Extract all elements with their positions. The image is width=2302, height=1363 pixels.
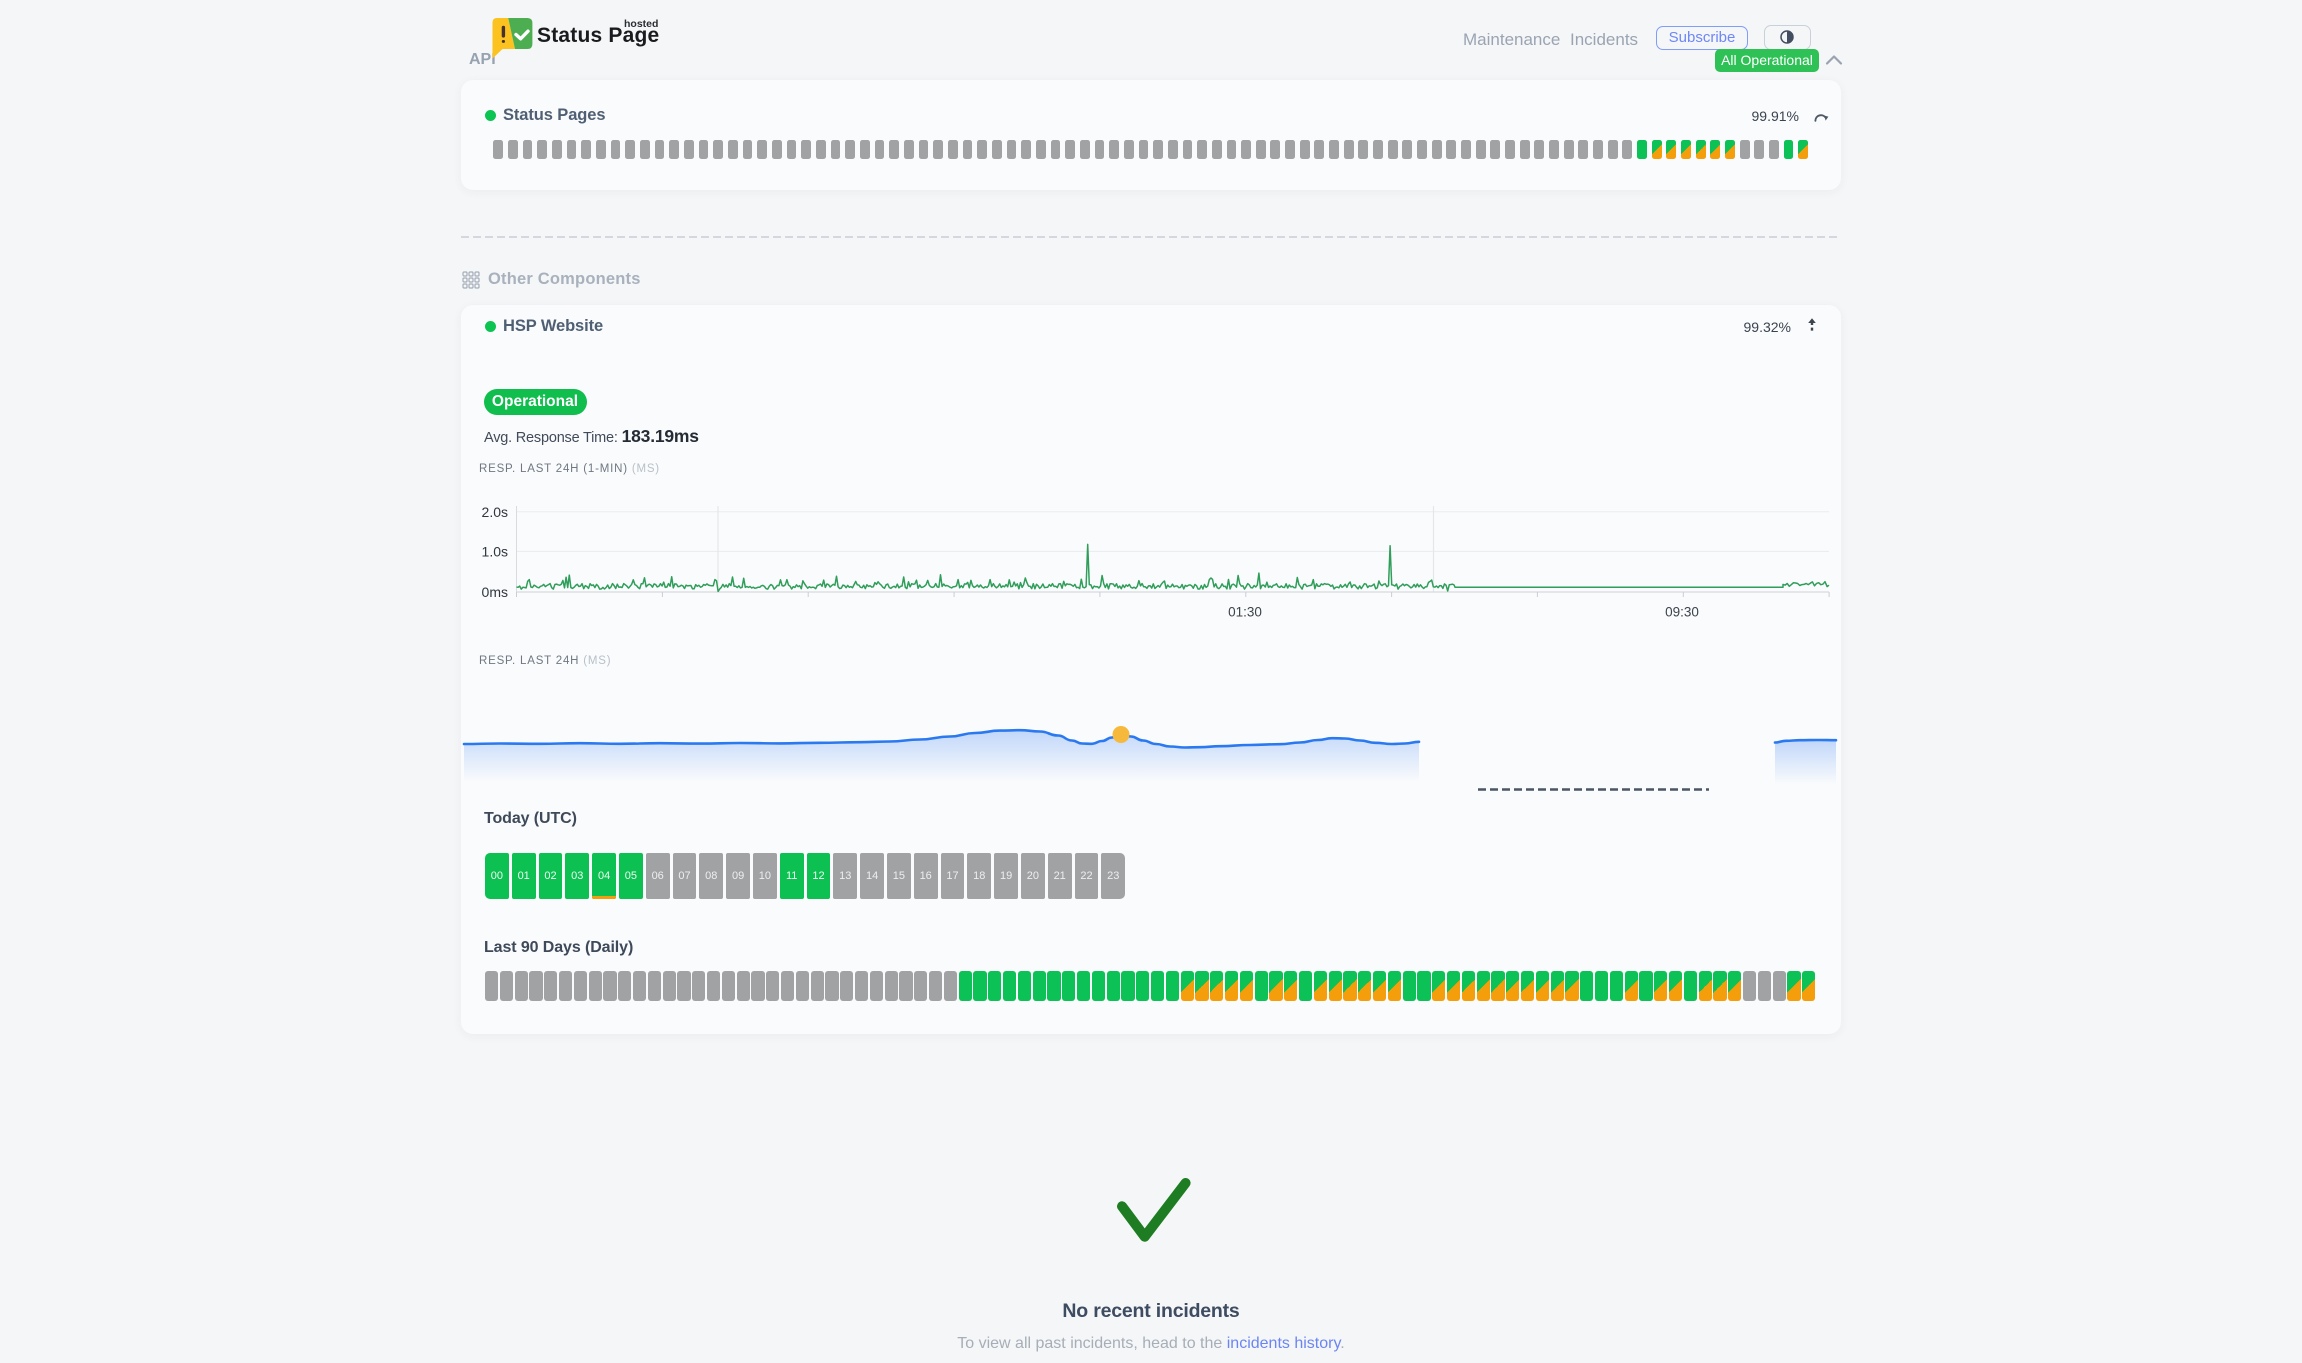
svg-text:1.0s: 1.0s — [482, 544, 508, 560]
svg-text:0ms: 0ms — [482, 584, 508, 600]
svg-text:2.0s: 2.0s — [482, 504, 508, 520]
svg-text:09:30: 09:30 — [1665, 605, 1699, 620]
svg-text:01:30: 01:30 — [1228, 605, 1262, 620]
